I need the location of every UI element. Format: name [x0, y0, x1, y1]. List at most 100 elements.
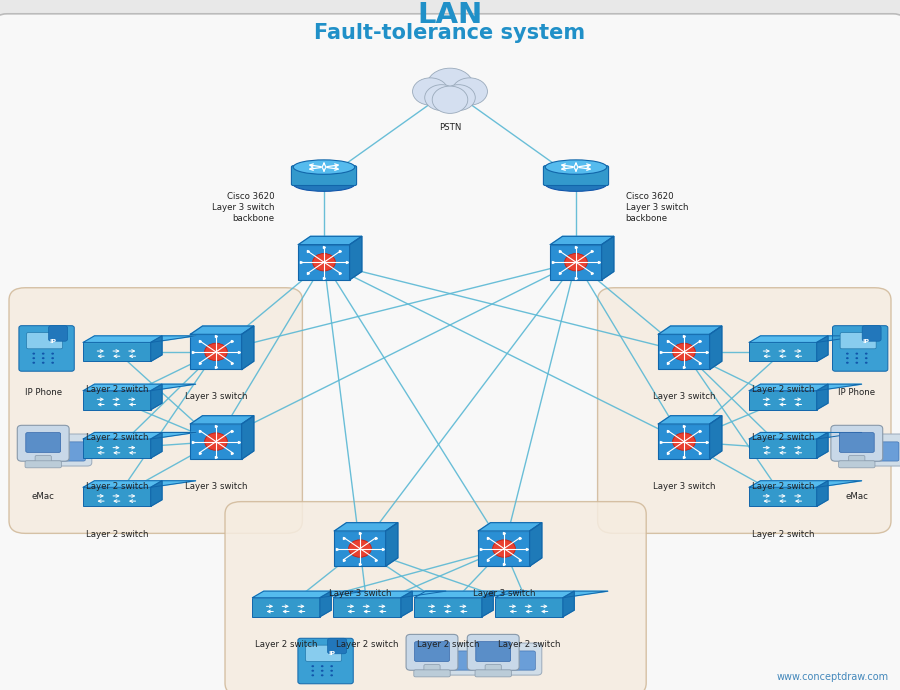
FancyBboxPatch shape [49, 326, 68, 342]
FancyBboxPatch shape [415, 598, 482, 617]
Circle shape [855, 357, 859, 359]
FancyBboxPatch shape [500, 643, 542, 675]
FancyBboxPatch shape [298, 638, 353, 684]
Text: Cisco 3620
Layer 3 switch
backbone: Cisco 3620 Layer 3 switch backbone [626, 192, 688, 223]
Circle shape [492, 540, 516, 558]
FancyBboxPatch shape [252, 598, 320, 617]
Ellipse shape [545, 177, 607, 191]
Text: Layer 2 switch: Layer 2 switch [86, 482, 148, 491]
Polygon shape [335, 523, 398, 531]
FancyBboxPatch shape [225, 502, 646, 690]
Circle shape [204, 343, 228, 361]
Text: IP: IP [50, 339, 56, 344]
Text: PSTN: PSTN [439, 123, 461, 132]
Polygon shape [749, 384, 862, 391]
FancyBboxPatch shape [544, 166, 608, 186]
Polygon shape [709, 415, 722, 460]
Circle shape [855, 353, 859, 355]
Circle shape [320, 674, 324, 676]
FancyBboxPatch shape [831, 425, 883, 461]
FancyBboxPatch shape [476, 642, 510, 662]
Text: Layer 3 switch: Layer 3 switch [184, 392, 248, 401]
FancyBboxPatch shape [19, 326, 74, 371]
Polygon shape [151, 336, 162, 362]
Ellipse shape [545, 160, 607, 175]
FancyBboxPatch shape [485, 664, 501, 673]
FancyBboxPatch shape [839, 461, 875, 468]
Polygon shape [252, 591, 365, 598]
Polygon shape [749, 336, 862, 342]
Text: Layer 2 switch: Layer 2 switch [417, 640, 480, 649]
Circle shape [425, 85, 458, 110]
FancyBboxPatch shape [749, 439, 817, 458]
Text: eMac: eMac [32, 492, 55, 501]
FancyBboxPatch shape [439, 643, 481, 675]
FancyBboxPatch shape [598, 288, 891, 533]
Circle shape [865, 353, 868, 355]
Circle shape [348, 540, 372, 558]
Circle shape [32, 362, 35, 364]
Circle shape [412, 78, 448, 105]
Polygon shape [191, 415, 254, 424]
Polygon shape [749, 433, 862, 439]
Text: Layer 3 switch: Layer 3 switch [652, 482, 716, 491]
Circle shape [865, 357, 868, 359]
Circle shape [330, 674, 333, 676]
Polygon shape [563, 591, 574, 617]
FancyBboxPatch shape [864, 434, 900, 466]
Polygon shape [601, 236, 614, 280]
FancyBboxPatch shape [862, 326, 881, 342]
FancyBboxPatch shape [659, 335, 709, 370]
Text: Layer 2 switch: Layer 2 switch [86, 385, 148, 394]
Circle shape [312, 253, 336, 271]
Circle shape [442, 85, 475, 110]
FancyBboxPatch shape [305, 645, 341, 661]
Text: Fault-tolerance system: Fault-tolerance system [314, 23, 586, 43]
FancyBboxPatch shape [292, 166, 356, 186]
Text: Layer 3 switch: Layer 3 switch [184, 482, 248, 491]
FancyBboxPatch shape [333, 598, 400, 617]
Circle shape [41, 362, 45, 364]
FancyBboxPatch shape [0, 14, 900, 690]
Circle shape [330, 665, 333, 667]
Text: Layer 2 switch: Layer 2 switch [498, 640, 561, 649]
Text: IP: IP [328, 651, 335, 656]
FancyBboxPatch shape [551, 244, 602, 280]
Text: Layer 3 switch: Layer 3 switch [652, 392, 716, 401]
Polygon shape [551, 236, 614, 245]
Polygon shape [817, 336, 828, 362]
Circle shape [320, 665, 324, 667]
FancyBboxPatch shape [507, 651, 536, 670]
Polygon shape [401, 591, 412, 617]
Text: Layer 2 switch: Layer 2 switch [255, 640, 318, 649]
Polygon shape [709, 326, 722, 370]
Polygon shape [659, 415, 722, 424]
Polygon shape [817, 433, 828, 458]
Text: Layer 3 switch: Layer 3 switch [328, 589, 392, 598]
Text: IP Phone: IP Phone [24, 388, 62, 397]
Polygon shape [349, 236, 362, 280]
Circle shape [51, 357, 54, 359]
Text: Cisco 3620
Layer 3 switch
backbone: Cisco 3620 Layer 3 switch backbone [212, 192, 274, 223]
Polygon shape [151, 433, 162, 458]
FancyBboxPatch shape [83, 342, 151, 362]
FancyBboxPatch shape [870, 442, 899, 461]
Polygon shape [659, 326, 722, 335]
FancyBboxPatch shape [25, 461, 61, 468]
Polygon shape [479, 523, 542, 531]
Circle shape [41, 357, 45, 359]
Circle shape [865, 362, 868, 364]
FancyBboxPatch shape [424, 664, 440, 673]
Polygon shape [320, 591, 331, 617]
FancyBboxPatch shape [83, 391, 151, 410]
Text: www.conceptdraw.com: www.conceptdraw.com [777, 672, 889, 682]
Circle shape [330, 670, 333, 672]
FancyBboxPatch shape [495, 598, 563, 617]
FancyBboxPatch shape [479, 531, 529, 566]
FancyBboxPatch shape [57, 442, 86, 461]
Polygon shape [83, 433, 196, 439]
Circle shape [41, 353, 45, 355]
FancyBboxPatch shape [35, 455, 51, 464]
Polygon shape [482, 591, 493, 617]
Circle shape [32, 357, 35, 359]
